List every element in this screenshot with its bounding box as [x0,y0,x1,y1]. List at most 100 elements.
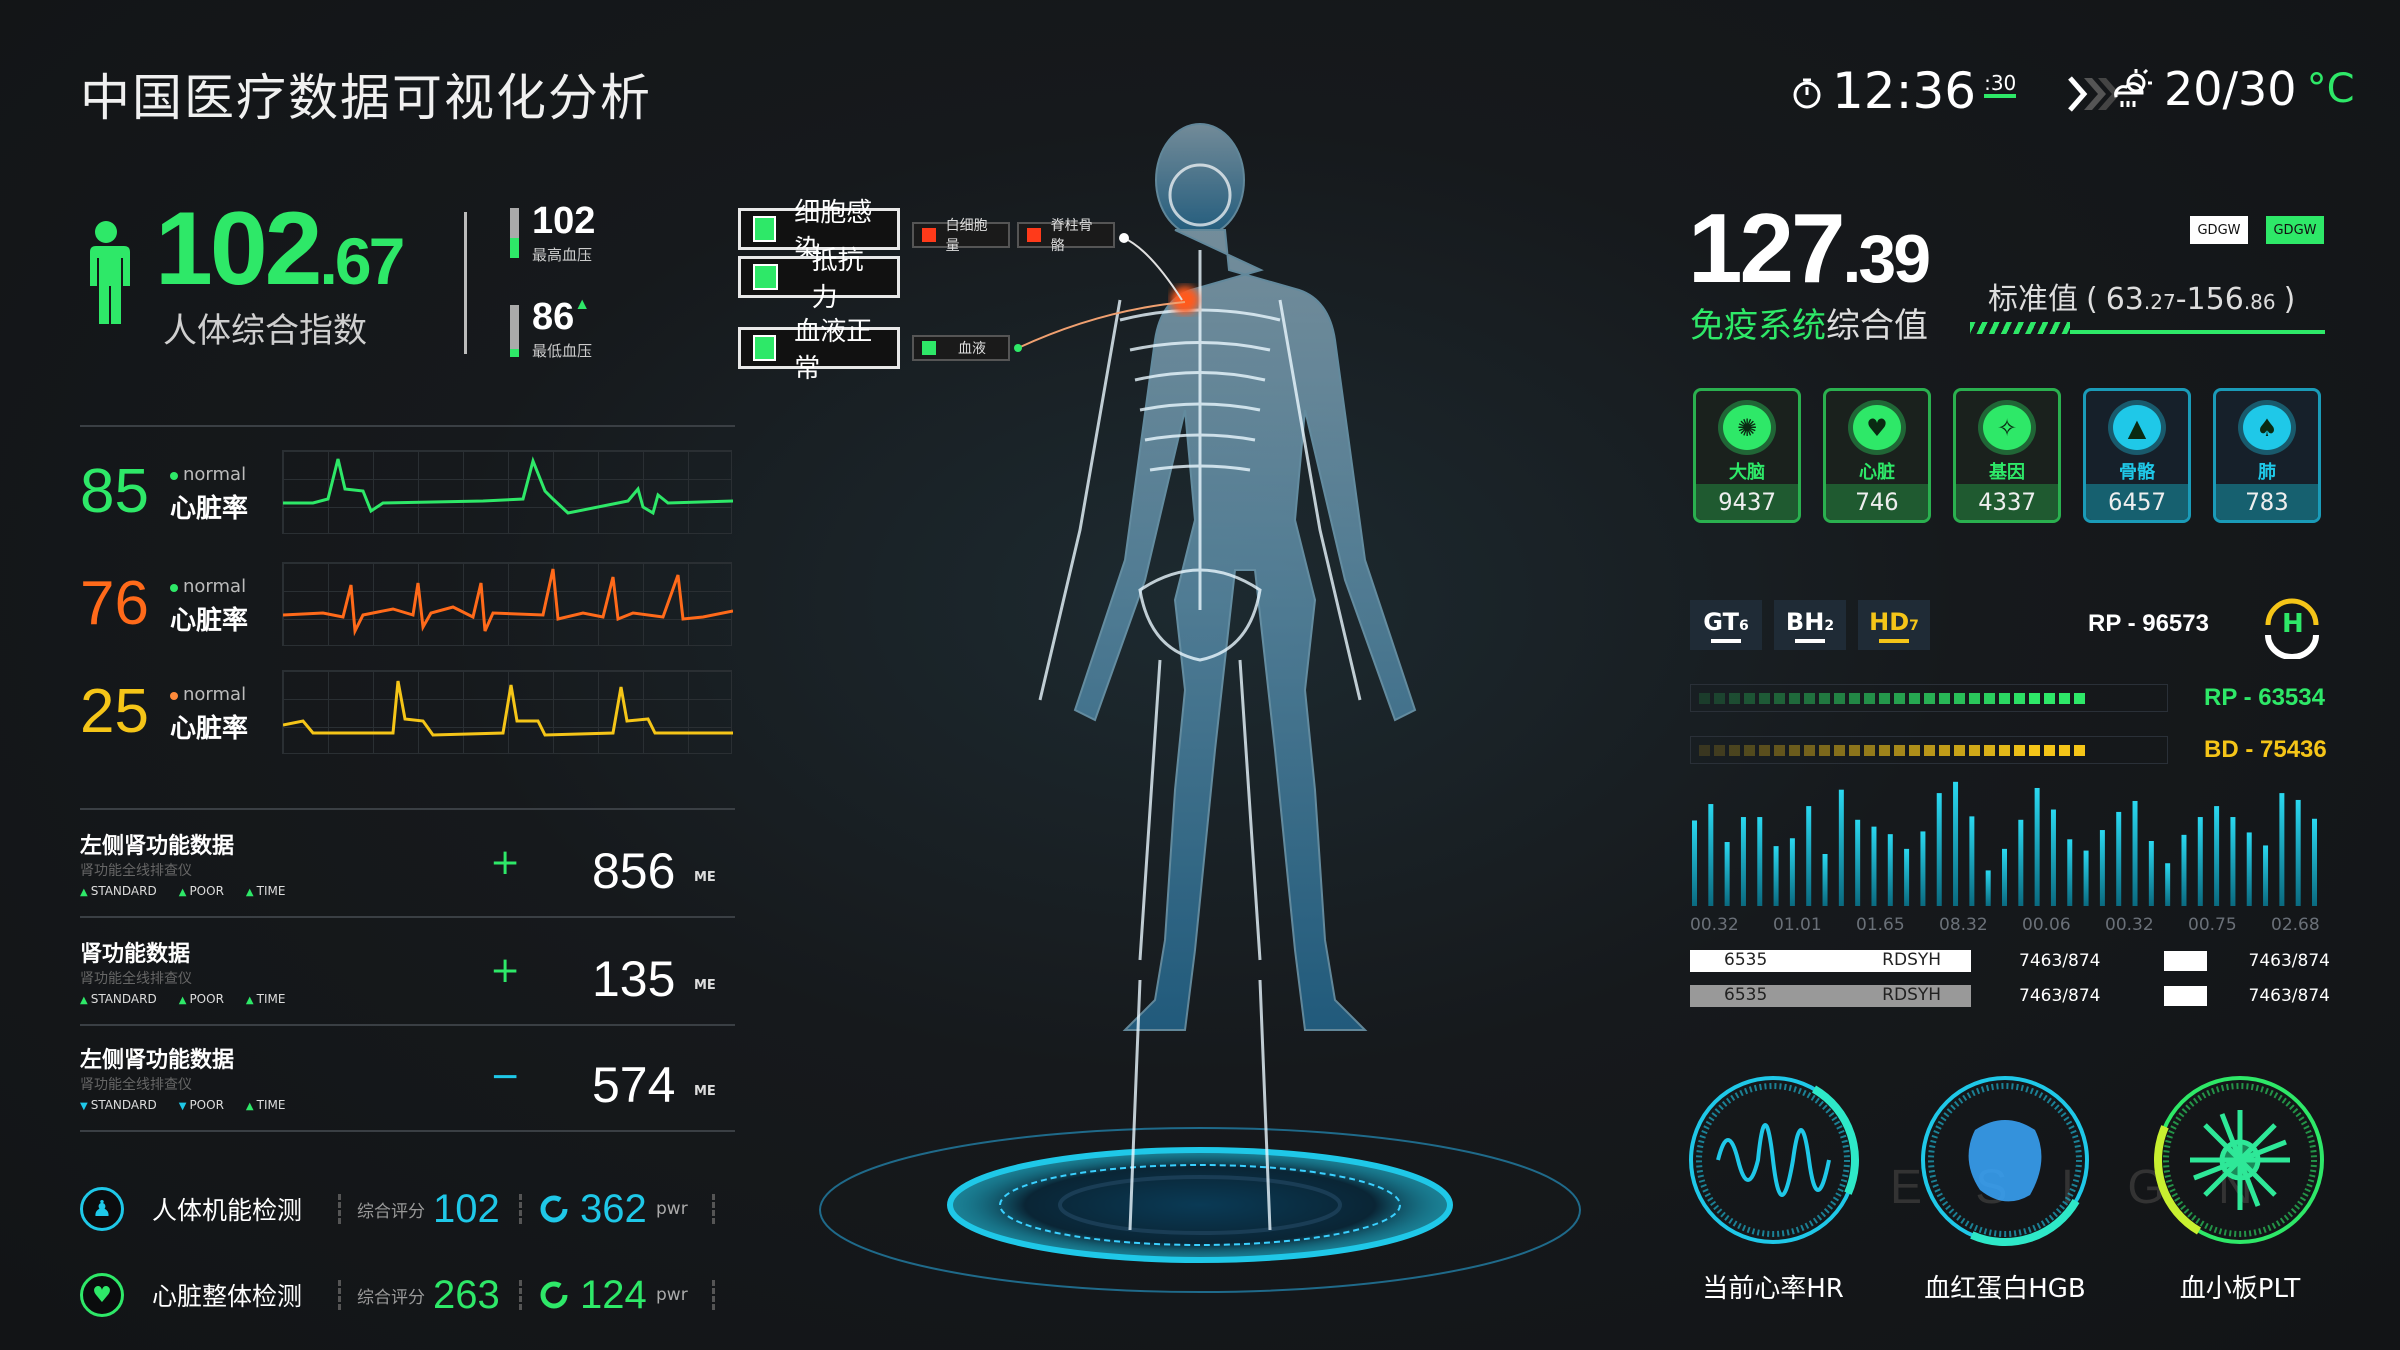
kidney-subtitle: 肾功能全线排查仪 [80,863,192,879]
status-square-icon [922,341,936,355]
tag-white-blood-cells[interactable]: 白细胞量 [912,218,1010,254]
organ-cards: ✺ 大脑 9437 ♥ 心脏 746 ✧ 基因 4337 ▲ 骨骼 6457 ♠… [1693,388,2321,523]
status-square-icon [753,335,777,361]
heart-rate-value: 25 [80,677,149,746]
x-tick-label: 01.01 [1773,915,1822,935]
bar [1724,842,1730,906]
x-tick-label: 00.75 [2188,915,2237,935]
kidney-tag: ▼ POOR [179,1098,224,1112]
bar [1773,846,1779,906]
bar [2002,848,2007,906]
tag-blood-normal[interactable]: 血液正常 [738,317,900,384]
progress-segment [1999,744,2010,756]
blood-metric-gauge[interactable] [1915,1070,2095,1250]
bp-low-gauge [510,305,519,357]
tag-blood[interactable]: 血液 [912,335,1010,361]
bar [2116,811,2122,906]
ecg-chart [282,562,734,646]
power-unit: pwr [656,1199,688,1219]
bar [2099,830,2105,906]
progress-segment [1924,744,1935,756]
ecg-row: 25 normal 心脏率 [80,668,740,758]
immune-decimal: .39 [1842,221,1932,297]
tab-bh[interactable]: BH2 [1774,600,1846,650]
plus-icon: + [490,842,521,883]
immune-label-white: 综合值 [1826,306,1928,346]
tag-resistance[interactable]: 抵抗力 [738,246,900,313]
heart-icon: ♥ [1853,405,1901,450]
table-row: 6535 RDSYH 7463/874 7463/874 [1690,985,2330,1007]
status-normal: normal [170,684,246,705]
bar [2197,817,2203,906]
paren: ) [2283,282,2296,317]
tag-label: 脊柱骨骼 [1050,218,1093,254]
kidney-tag-label: POOR [189,1098,224,1112]
body-index-decimal: .67 [319,224,406,298]
ecg-row: 76 normal 心脏率 [80,560,740,650]
kidney-title: 肾功能数据 [80,942,191,967]
triangle-down-icon: ▼ [178,1101,187,1112]
tag-spine[interactable]: 脊柱骨骼 [1017,218,1115,254]
page-title: 中国医疗数据可视化分析 [80,69,652,127]
organ-card[interactable]: ✺ 大脑 9437 [1693,388,1801,523]
refresh-ring-icon [540,1195,568,1223]
progress-segment [1999,692,2010,704]
status-text: normal [183,576,247,597]
organ-card[interactable]: ♠ 肺 783 [2213,388,2321,523]
progress-bar [1690,736,2168,764]
check-name: 心脏整体检测 [152,1282,303,1311]
gdgw-button-1[interactable]: GDGW [2190,216,2248,244]
standard-range: 标准值 ( 63.27-156.86 ) [1988,274,2295,318]
x-tick-label: 00.32 [2105,915,2154,935]
standard-stripe [1970,320,2325,334]
progress-segment [1789,692,1800,704]
check-row[interactable]: ♥ 心脏整体检测 综合评分 263 124 pwr [80,1270,731,1320]
tab-gt[interactable]: GT6 [1690,600,1762,650]
bar [2165,863,2171,906]
tab-hd[interactable]: HD7 [1858,600,1930,650]
status-dot-icon [170,692,178,700]
separator [80,1024,735,1026]
heart-rate-label: 心脏率 [170,494,249,524]
progress-segment [2014,692,2025,704]
bar [2181,834,2187,906]
progress-segment [2059,692,2070,704]
separator [80,916,735,918]
check-row[interactable]: ♟ 人体机能检测 综合评分 102 362 pwr [80,1184,731,1234]
ecg-trace [283,456,734,516]
paren: ( [2086,282,2098,317]
organ-card[interactable]: ✧ 基因 4337 [1953,388,2061,523]
blood-metric-gauge[interactable] [1683,1070,1863,1250]
divider [712,1194,715,1224]
progress-segment [1804,744,1815,756]
organ-value: 783 [2216,484,2318,520]
immune-value: 127.39 [1688,192,1932,305]
ecg-chart [282,450,734,534]
kidney-tag: ▲ TIME [246,992,286,1006]
bar [2067,839,2073,906]
bar [1708,804,1714,906]
organ-card[interactable]: ▲ 骨骼 6457 [2083,388,2191,523]
power-value: 124 [580,1272,647,1317]
bp-high-label: 最高血压 [532,246,593,264]
data-table: 6535 RDSYH 7463/874 7463/874 6535 RDSYH 74… [1690,950,2330,1020]
progress-segment [1879,692,1890,704]
bar [1904,848,1910,906]
body-index-value: 102.67 [155,190,406,309]
progress-bar [1690,684,2168,712]
bar [2132,800,2138,906]
table-cell-bar: 6535 RDSYH [1690,950,1972,972]
blood-metric-gauge[interactable] [2150,1070,2330,1250]
gdgw-button-2[interactable]: GDGW [2266,216,2324,244]
std-low-dec: .27 [2143,290,2176,314]
cell-code: 6535 [1724,985,1768,1005]
progress-segment [1894,744,1905,756]
organ-name: 基因 [1989,462,2025,483]
kidney-tag: ▼ STANDARD [80,1098,157,1112]
progress-segment [1939,744,1950,756]
cell-swatch [2164,986,2207,1006]
progress-segment [1759,692,1770,704]
progress-segment [1744,744,1755,756]
organ-card[interactable]: ♥ 心脏 746 [1823,388,1931,523]
cell-ratio: 7463/874 [2248,986,2330,1006]
